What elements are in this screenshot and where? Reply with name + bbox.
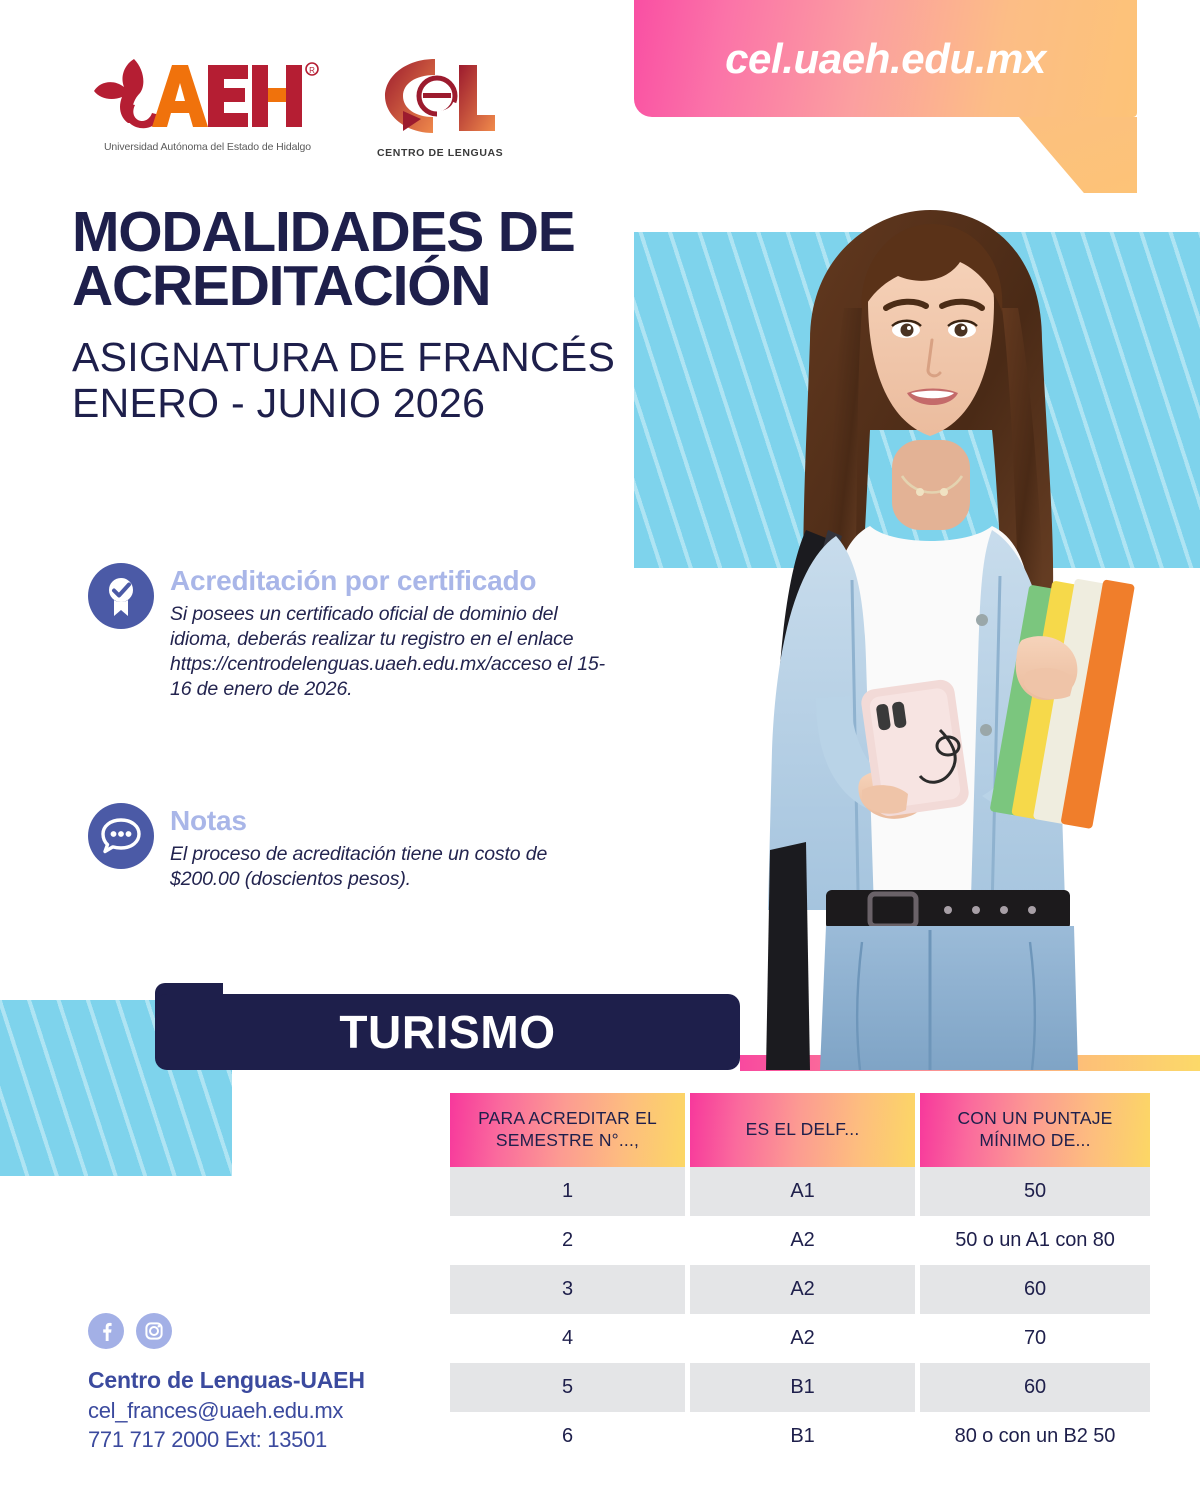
info-heading-certificado: Acreditación por certificado (170, 565, 537, 596)
certificate-badge-glyph (107, 576, 135, 616)
table-row: 1 A1 50 (450, 1167, 1150, 1216)
footer-contact: Centro de Lenguas-UAEH cel_frances@uaeh.… (88, 1313, 365, 1453)
table-header-row: PARA ACREDITAR EL SEMESTRE N°..., ES EL … (450, 1093, 1150, 1167)
cell-semestre: 4 (450, 1314, 685, 1363)
contact-phone: 771 717 2000 Ext: 13501 (88, 1427, 327, 1452)
table-row: 3 A2 60 (450, 1265, 1150, 1314)
cell-puntaje: 50 (920, 1167, 1150, 1216)
uaeh-logo: R Universidad Autónoma del Estado de Hid… (90, 55, 325, 153)
cell-puntaje: 50 o un A1 con 80 (920, 1216, 1150, 1265)
cell-delf: B1 (690, 1363, 915, 1412)
cell-semestre: 3 (450, 1265, 685, 1314)
section-banner-turismo: TURISMO (155, 994, 740, 1070)
instagram-icon[interactable] (136, 1313, 172, 1349)
cell-puntaje: 60 (920, 1363, 1150, 1412)
info-text-notas: El proceso de acreditación tiene un cost… (170, 843, 548, 891)
instagram-glyph (145, 1322, 163, 1340)
table-header-semestre: PARA ACREDITAR EL SEMESTRE N°..., (450, 1093, 685, 1167)
cell-puntaje: 60 (920, 1265, 1150, 1314)
page-title-line2: ACREDITACIÓN (72, 254, 492, 319)
info-block-notas: Notas El proceso de acreditación tiene u… (88, 803, 548, 892)
info-block-certificado: Acreditación por certificado Si posees u… (88, 563, 608, 702)
cell-semestre: 2 (450, 1216, 685, 1265)
uaeh-caption: Universidad Autónoma del Estado de Hidal… (103, 141, 312, 153)
cell-semestre: 5 (450, 1363, 685, 1412)
chat-bubble-icon (88, 803, 154, 869)
table-row: 4 A2 70 (450, 1314, 1150, 1363)
org-name: Centro de Lenguas-UAEH (88, 1367, 365, 1393)
cel-logo-mark (385, 59, 495, 133)
certificate-badge-icon (88, 563, 154, 629)
cel-caption: CENTRO DE LENGUAS (377, 147, 504, 159)
cell-semestre: 6 (450, 1412, 685, 1461)
section-banner-label: TURISMO (339, 1006, 556, 1058)
uaeh-logo-mark: R (94, 59, 319, 129)
cell-delf: A2 (690, 1314, 915, 1363)
cel-logo: CENTRO DE LENGUAS (377, 55, 503, 159)
cell-delf: B1 (690, 1412, 915, 1461)
svg-text:R: R (309, 66, 315, 75)
table-header-puntaje: CON UN PUNTAJE MÍNIMO DE... (920, 1093, 1150, 1167)
cell-delf: A1 (690, 1167, 915, 1216)
title-block: MODALIDADES DE ACREDITACIÓN ASIGNATURA D… (72, 200, 772, 427)
page-subtitle-line2: ENERO - JUNIO 2026 (72, 380, 486, 427)
url-banner-tail (1019, 117, 1137, 193)
table-header-delf: ES EL DELF... (690, 1093, 915, 1167)
page-title-line1: MODALIDADES DE (72, 200, 576, 264)
contact-email[interactable]: cel_frances@uaeh.edu.mx (88, 1398, 344, 1423)
url-banner[interactable]: cel.uaeh.edu.mx (634, 0, 1137, 117)
cell-puntaje: 80 o con un B2 50 (920, 1412, 1150, 1461)
table-row: 6 B1 80 o con un B2 50 (450, 1412, 1150, 1461)
info-heading-notas: Notas (170, 805, 247, 836)
chat-bubble-glyph (101, 818, 141, 854)
social-links (88, 1313, 365, 1349)
table-row: 5 B1 60 (450, 1363, 1150, 1412)
cell-delf: A2 (690, 1216, 915, 1265)
logo-group: R Universidad Autónoma del Estado de Hid… (90, 55, 503, 159)
facebook-glyph (103, 1322, 112, 1341)
url-text: cel.uaeh.edu.mx (725, 34, 1046, 82)
student-photo (766, 210, 1135, 1070)
table-row: 2 A2 50 o un A1 con 80 (450, 1216, 1150, 1265)
page-subtitle-line1: ASIGNATURA DE FRANCÉS (72, 334, 616, 381)
info-text-certificado: Si posees un certificado oficial de domi… (170, 603, 605, 701)
cell-puntaje: 70 (920, 1314, 1150, 1363)
cell-delf: A2 (690, 1265, 915, 1314)
facebook-icon[interactable] (88, 1313, 124, 1349)
cell-semestre: 1 (450, 1167, 685, 1216)
accreditation-table: PARA ACREDITAR EL SEMESTRE N°..., ES EL … (450, 1093, 1150, 1461)
